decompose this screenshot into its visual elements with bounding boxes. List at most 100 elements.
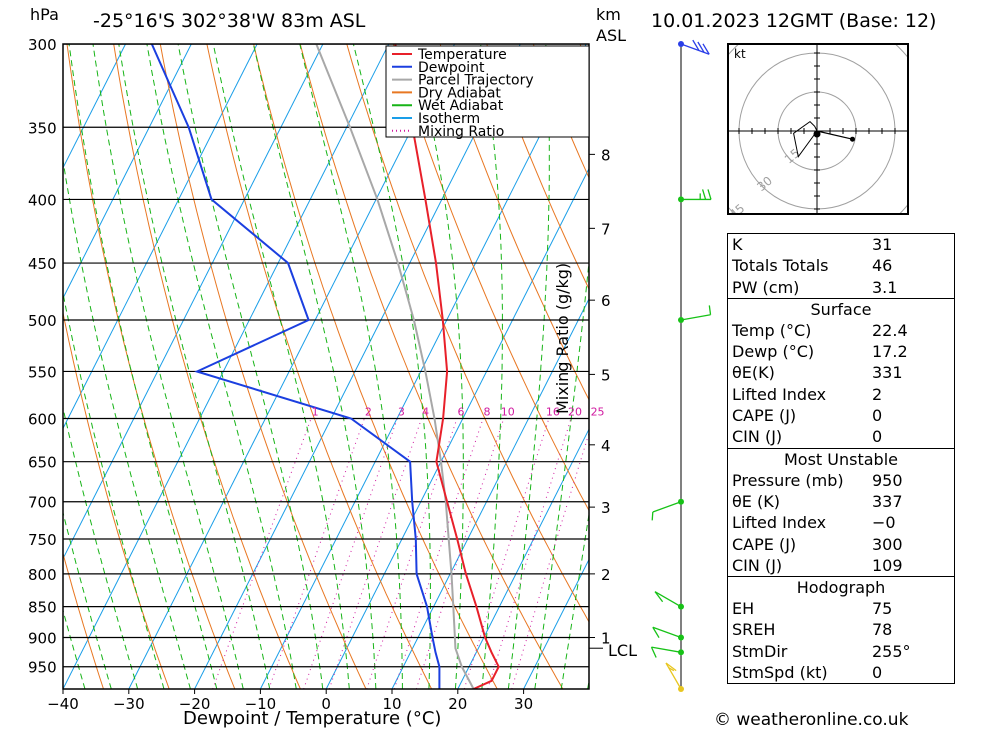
table-row-value: 0 bbox=[872, 406, 883, 426]
height-tick-label: 2 bbox=[601, 566, 611, 584]
dry-adiabat-line bbox=[299, 44, 564, 689]
isotherm-line bbox=[457, 428, 589, 689]
mixing-ratio-tick-label: 10 bbox=[501, 405, 515, 418]
table-row: Lifted Index −0 bbox=[728, 512, 954, 533]
mixing-ratio-tick-label: 6 bbox=[458, 405, 465, 418]
dry-adiabat-line bbox=[66, 44, 236, 689]
temperature-tick-label: 20 bbox=[448, 695, 467, 713]
table-row-label: Temp (°C) bbox=[732, 320, 812, 340]
pressure-tick-label: 400 bbox=[28, 191, 57, 209]
table-row-value: 46 bbox=[872, 256, 893, 276]
wind-barb-shaft bbox=[680, 43, 710, 55]
legend-entry: Wet Adiabat bbox=[418, 98, 504, 114]
legend-entry: Dry Adiabat bbox=[418, 85, 501, 101]
hodograph-storm-motion-dot bbox=[813, 130, 821, 138]
table-row-value: 17.2 bbox=[872, 342, 908, 362]
wind-barb-shaft bbox=[651, 646, 682, 653]
table-row: CIN (J) 109 bbox=[728, 555, 954, 576]
pressure-tick-label: 900 bbox=[28, 630, 57, 648]
legend-entry: Mixing Ratio bbox=[418, 124, 504, 140]
dry-adiabat-line bbox=[63, 310, 170, 689]
mixing-ratio-line bbox=[415, 418, 505, 689]
legend-entry: Parcel Trajectory bbox=[418, 73, 534, 89]
wet-adiabat-line bbox=[118, 44, 271, 689]
table-row: Temp (°C) 22.4 bbox=[728, 320, 954, 341]
hodograph-ring bbox=[729, 45, 907, 213]
surface-table: Surface Temp (°C) 22.4 Dewp (°C) 17.2 θE(K) 3… bbox=[727, 298, 955, 449]
table-row: CIN (J) 0 bbox=[728, 426, 954, 447]
table-row: θE(K) 331 bbox=[728, 362, 954, 383]
wet-adiabat-line bbox=[212, 44, 350, 689]
height-tick-label: 6 bbox=[601, 292, 611, 310]
isotherm-line bbox=[63, 44, 126, 169]
mixing-ratio-line bbox=[487, 418, 572, 689]
table-row: PW (cm) 3.1 bbox=[728, 277, 954, 298]
table-row-label: StmSpd (kt) bbox=[732, 663, 828, 683]
height-tick-label: 3 bbox=[601, 499, 611, 517]
hodograph-unit-label: kt bbox=[734, 47, 746, 61]
hodograph-table-title: Hodograph bbox=[796, 578, 886, 598]
hodograph-upper-trace bbox=[816, 130, 853, 140]
table-row-label: K bbox=[732, 235, 743, 254]
hodograph-ring-label: 45 bbox=[729, 201, 747, 213]
wet-adiabat-line bbox=[68, 44, 218, 689]
table-row-label: StmDir bbox=[732, 641, 788, 661]
pressure-tick-label: 650 bbox=[28, 454, 57, 472]
parcel-trajectory-trace bbox=[315, 44, 475, 689]
temperature-tick-label: −40 bbox=[47, 695, 79, 713]
temperature-tick-label: −30 bbox=[113, 695, 145, 713]
dry-adiabat-line bbox=[439, 44, 589, 401]
mixing-ratio-tick-label: 3 bbox=[398, 405, 405, 418]
wind-barb-flag bbox=[651, 511, 654, 521]
hodograph-endpoint bbox=[849, 136, 855, 142]
mixing-ratio-tick-label: 8 bbox=[484, 405, 491, 418]
table-row: Lifted Index 2 bbox=[728, 384, 954, 405]
dry-adiabat-line bbox=[63, 551, 104, 689]
pressure-tick-label: 450 bbox=[28, 255, 57, 273]
isotherm-line bbox=[63, 44, 390, 689]
pressure-tick-label: 300 bbox=[28, 36, 57, 54]
height-unit-asl: ASL bbox=[596, 26, 627, 45]
height-tick-label: 1 bbox=[601, 630, 611, 648]
indices-table: K 31 Totals Totals 46 PW (cm) 3.1 bbox=[727, 233, 955, 299]
wind-barb-flag bbox=[708, 305, 712, 315]
table-row-label: θE(K) bbox=[732, 363, 775, 383]
table-row: Dewp (°C) 17.2 bbox=[728, 341, 954, 362]
table-row-value: 0 bbox=[872, 663, 883, 683]
most-unstable-table: Most Unstable Pressure (mb) 950 θE (K) 337 L… bbox=[727, 448, 955, 578]
wet-adiabat-line bbox=[177, 44, 324, 689]
isotherm-line bbox=[63, 44, 324, 560]
wind-barb-flag bbox=[650, 646, 657, 658]
pressure-tick-label: 750 bbox=[28, 531, 57, 549]
lcl-label: LCL bbox=[608, 641, 637, 660]
hodograph-panel: 15 30 45 kt bbox=[727, 43, 909, 215]
wet-adiabat-line bbox=[507, 44, 550, 689]
mixing-ratio-tick-label: 2 bbox=[365, 405, 372, 418]
table-row-value: 109 bbox=[872, 555, 903, 575]
wet-adiabat-line bbox=[63, 290, 165, 689]
mixing-ratio-tick-label: 1 bbox=[312, 405, 319, 418]
wet-adiabat-line bbox=[63, 157, 191, 689]
mixing-ratio-line bbox=[212, 418, 312, 689]
table-row-label: Dewp (°C) bbox=[732, 342, 815, 362]
table-row-value: 331 bbox=[872, 363, 903, 383]
dry-adiabat-line bbox=[953, 44, 1000, 689]
temperature-tick-label: 0 bbox=[321, 695, 331, 713]
isotherm-line bbox=[523, 558, 589, 689]
table-row-label: CIN (J) bbox=[732, 427, 783, 447]
location-title: -25°16'S 302°38'W 83m ASL bbox=[93, 10, 366, 32]
pressure-tick-label: 950 bbox=[28, 659, 57, 677]
pressure-tick-label: 600 bbox=[28, 410, 57, 428]
table-row: EH 75 bbox=[728, 598, 954, 619]
table-row: Pressure (mb) 950 bbox=[728, 470, 954, 491]
wet-adiabat-line bbox=[534, 256, 589, 689]
wet-adiabat-line bbox=[352, 44, 431, 689]
wind-barb-shaft bbox=[680, 314, 711, 321]
table-row-value: −0 bbox=[872, 513, 896, 533]
mixing-ratio-tick-label: 4 bbox=[422, 405, 429, 418]
height-tick-label: 8 bbox=[601, 146, 611, 164]
table-row: CAPE (J) 300 bbox=[728, 534, 954, 555]
table-row-value: 950 bbox=[872, 470, 903, 490]
legend-entry: Dewpoint bbox=[418, 60, 485, 76]
